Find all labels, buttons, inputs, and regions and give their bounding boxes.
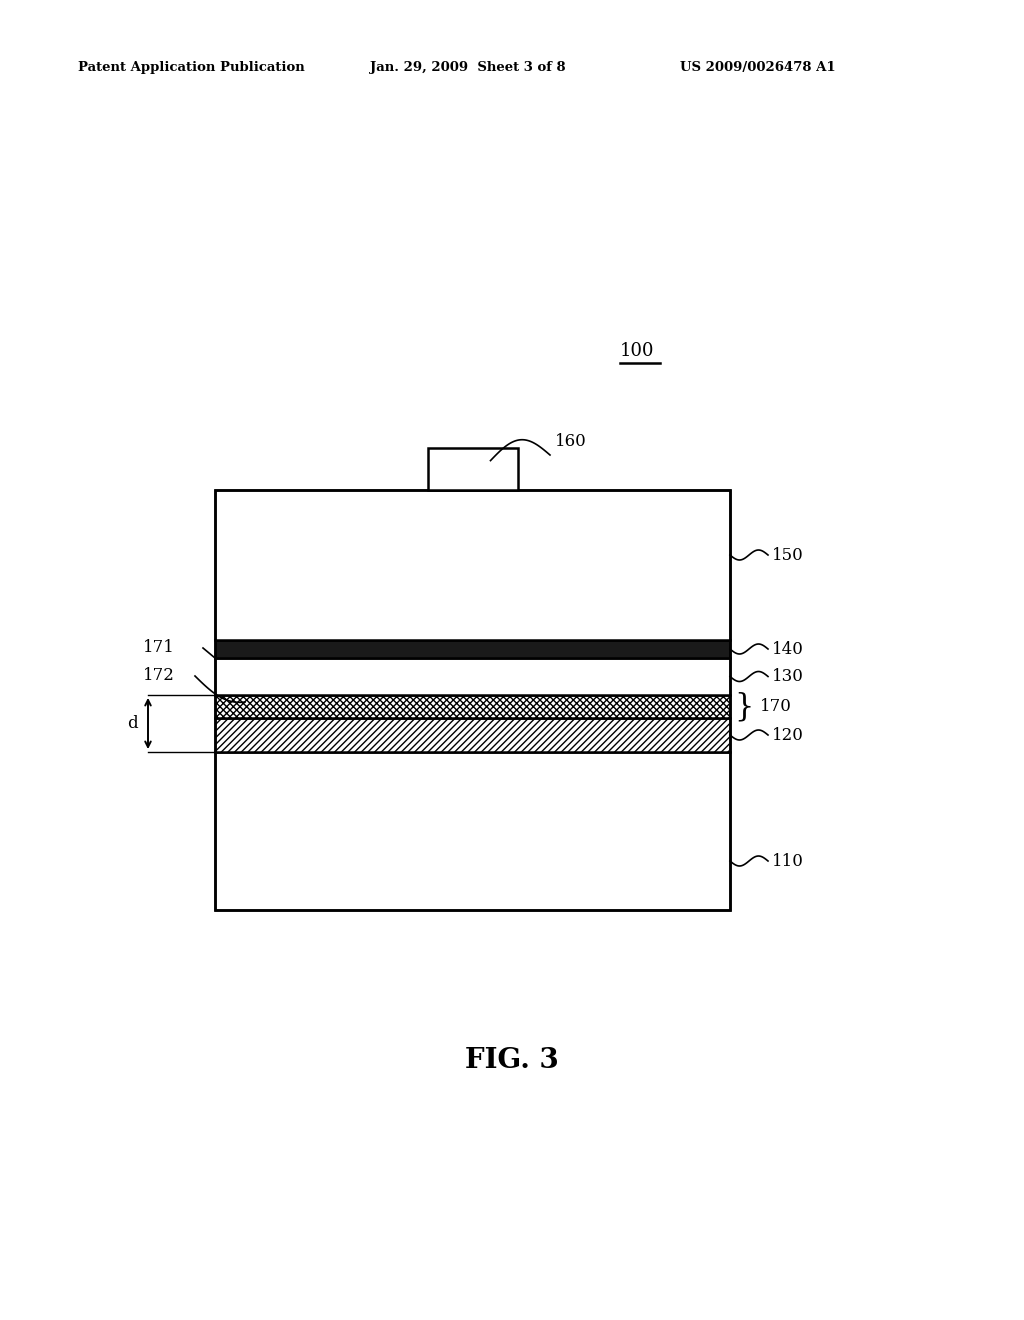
Text: 150: 150: [772, 546, 804, 564]
Bar: [215, 718, 730, 752]
Text: 160: 160: [555, 433, 587, 450]
Text: FIG. 3: FIG. 3: [465, 1047, 559, 1073]
Text: Jan. 29, 2009  Sheet 3 of 8: Jan. 29, 2009 Sheet 3 of 8: [370, 62, 565, 74]
Text: US 2009/0026478 A1: US 2009/0026478 A1: [680, 62, 836, 74]
Bar: [215, 752, 730, 909]
Bar: [215, 490, 730, 640]
Text: 171: 171: [143, 639, 175, 656]
Text: 120: 120: [772, 726, 804, 743]
Bar: [215, 640, 730, 657]
Bar: [215, 490, 730, 909]
Text: 172: 172: [143, 668, 175, 685]
Bar: [215, 696, 730, 718]
Text: }: }: [734, 690, 754, 722]
Bar: [215, 657, 730, 696]
Bar: [427, 447, 517, 490]
Text: 110: 110: [772, 853, 804, 870]
Text: Patent Application Publication: Patent Application Publication: [78, 62, 305, 74]
Text: d: d: [127, 715, 138, 733]
Text: 100: 100: [620, 342, 654, 360]
Text: 130: 130: [772, 668, 804, 685]
Text: 170: 170: [760, 698, 792, 715]
Text: 140: 140: [772, 640, 804, 657]
